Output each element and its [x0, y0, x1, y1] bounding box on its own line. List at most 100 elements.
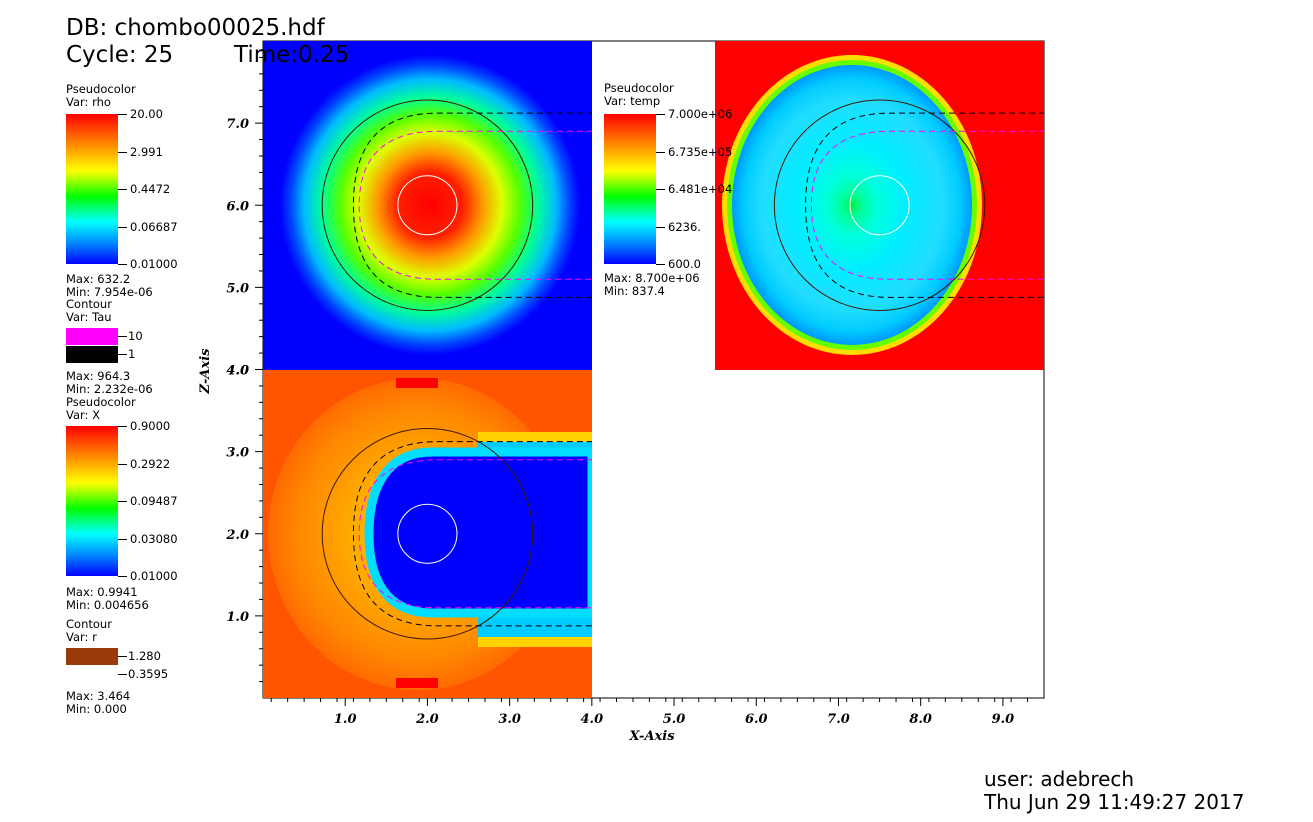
x-tick-label: 2.0 — [415, 712, 439, 727]
legend-rho-tick-label: 0.06687 — [130, 219, 178, 234]
tau-10-contour — [358, 459, 592, 609]
z-tick-label: 4.0 — [226, 364, 249, 379]
temp-panel — [715, 41, 1044, 370]
x-top-spot — [396, 378, 438, 388]
legend-r-level-label: 1.280 — [128, 649, 161, 663]
legend-rho-tick-mark — [118, 264, 127, 265]
x-axis-label: X-Axis — [628, 729, 675, 744]
legend-x-tick-label: 0.09487 — [130, 494, 178, 508]
legend-rho-tick-mark — [118, 226, 127, 228]
x-tick-label: 8.0 — [909, 712, 932, 727]
time-label: Time:0.25 — [234, 42, 350, 68]
x-tick-label: 7.0 — [827, 712, 850, 727]
legend-x-kind: Pseudocolor — [66, 395, 136, 409]
legend-tau-tick-mark — [118, 354, 127, 355]
x-tick-label: 5.0 — [663, 712, 686, 727]
contours-rho — [321, 99, 592, 311]
legend-rho-tick-label: 0.4472 — [130, 182, 171, 196]
z-tick-label: 6.0 — [226, 199, 249, 214]
legend-temp-var: Var: temp — [604, 94, 661, 108]
cycle-label: Cycle: 25 — [66, 42, 174, 68]
legend-r-swatch — [66, 666, 118, 683]
r-inner-contour — [397, 503, 458, 564]
legend-rho-colorbar — [66, 114, 118, 264]
legend-temp-tick-label: 6.481e+04 — [668, 182, 733, 196]
legend-r-level-label: 0.3595 — [128, 667, 169, 681]
legend-tau-level-label: 10 — [128, 329, 143, 343]
r-outer-contour — [321, 428, 534, 640]
z-tick-label: 7.0 — [226, 117, 249, 132]
r-inner-contour — [397, 175, 458, 236]
legend-tau-swatch — [66, 328, 118, 345]
z-axis-label: Z-Axis — [198, 348, 213, 395]
legend-temp-tick-mark — [656, 151, 665, 153]
z-tick-label: 4.0 — [226, 364, 249, 379]
user-label: user: adebrech — [984, 767, 1135, 791]
legend-tau-swatch — [66, 346, 118, 363]
legend-temp-tick-mark — [656, 189, 665, 190]
rho-blob — [280, 55, 580, 355]
legend-temp-tick-mark — [656, 226, 665, 228]
x-tick-label: 6.0 — [745, 712, 768, 727]
legend-r-kind: Contour — [66, 617, 112, 631]
r-outer-contour — [773, 99, 986, 311]
legend-temp-tick-label: 6.735e+05 — [668, 144, 733, 159]
legend-tau-level-label: 1 — [128, 347, 136, 361]
z-tick-label: 5.0 — [226, 281, 249, 296]
contour-overlays — [321, 99, 1044, 640]
tau-10-contour — [358, 130, 592, 280]
tau-10-contour — [810, 130, 1044, 280]
legend-temp-tick-mark — [656, 264, 665, 265]
z-tick-label: 1.0 — [226, 610, 249, 625]
x-tick-label: 4.0 — [581, 712, 604, 727]
legend-r-min: Min: 0.000 — [66, 702, 127, 716]
x-tick-label: 9.0 — [992, 712, 1015, 727]
legend-tau-var: Var: Tau — [66, 310, 112, 324]
legend-x-tick-label: 0.9000 — [130, 419, 171, 433]
x-panel — [263, 370, 592, 698]
legend-rho-tick-mark — [118, 151, 127, 153]
legend-rho-tick-label: 20.00 — [130, 107, 163, 121]
legend-x-tick-mark — [118, 463, 127, 465]
axes: 1.0 2.0 3.0 4.0 5.0 6.0 7.0 8.0 9.0 1.0 2.0 3.0 4.0 5… — [225, 56, 1029, 727]
legend-r-swatch — [66, 648, 118, 665]
database-label: DB: chombo00025.hdf — [66, 15, 325, 41]
legend-temp-tick-mark — [656, 114, 665, 115]
legend-x-tick-label: 0.01000 — [130, 569, 178, 583]
x-tick-label: 1.0 — [334, 712, 357, 727]
date-label: Thu Jun 29 11:49:27 2017 — [984, 790, 1245, 814]
r-outer-contour — [321, 99, 534, 311]
legend-r-tick-mark — [118, 674, 127, 675]
z-tick-label: 3.0 — [226, 446, 249, 461]
legend-tau-max: Max: 964.3 — [66, 369, 131, 383]
legend-x-tick-mark — [118, 576, 127, 577]
legend-rho-max: Max: 632.2 — [66, 272, 131, 286]
legend-rho-tick-label: 2.991 — [130, 144, 163, 159]
legend-temp-tick-label: 7.000e+06 — [668, 107, 733, 121]
legend-rho-var: Var: rho — [66, 95, 111, 109]
legend-x-tick-label: 0.2922 — [130, 456, 171, 471]
legend-tau-tick-mark — [118, 336, 127, 337]
legend-x-var: Var: X — [66, 408, 100, 422]
legend-x-tick-mark — [118, 426, 127, 427]
legend-x-tick-label: 0.03080 — [130, 531, 178, 546]
legend-rho-min: Min: 7.954e-06 — [66, 285, 153, 299]
legend-temp-min: Min: 837.4 — [604, 284, 665, 298]
legend-temp-colorbar — [604, 114, 656, 264]
r-inner-contour — [849, 175, 910, 236]
legend-x-colorbar — [66, 426, 118, 576]
legend-x-max: Max: 0.9941 — [66, 585, 138, 599]
legend-r-max: Max: 3.464 — [66, 689, 131, 703]
legend-temp-max: Max: 8.700e+06 — [604, 271, 700, 285]
legend-r-tick-mark — [118, 656, 127, 657]
rho-panel — [263, 41, 592, 370]
legend-rho-tick-mark — [118, 114, 127, 115]
legend-r-var: Var: r — [66, 630, 97, 644]
legend-rho-tick-mark — [118, 189, 127, 190]
legend-temp-tick-label: 6236. — [668, 219, 701, 234]
z-tick-label: 2.0 — [225, 528, 249, 543]
legend-tau-kind: Contour — [66, 297, 112, 311]
legend-tau-min: Min: 2.232e-06 — [66, 382, 153, 396]
legend-x-tick-mark — [118, 501, 127, 502]
